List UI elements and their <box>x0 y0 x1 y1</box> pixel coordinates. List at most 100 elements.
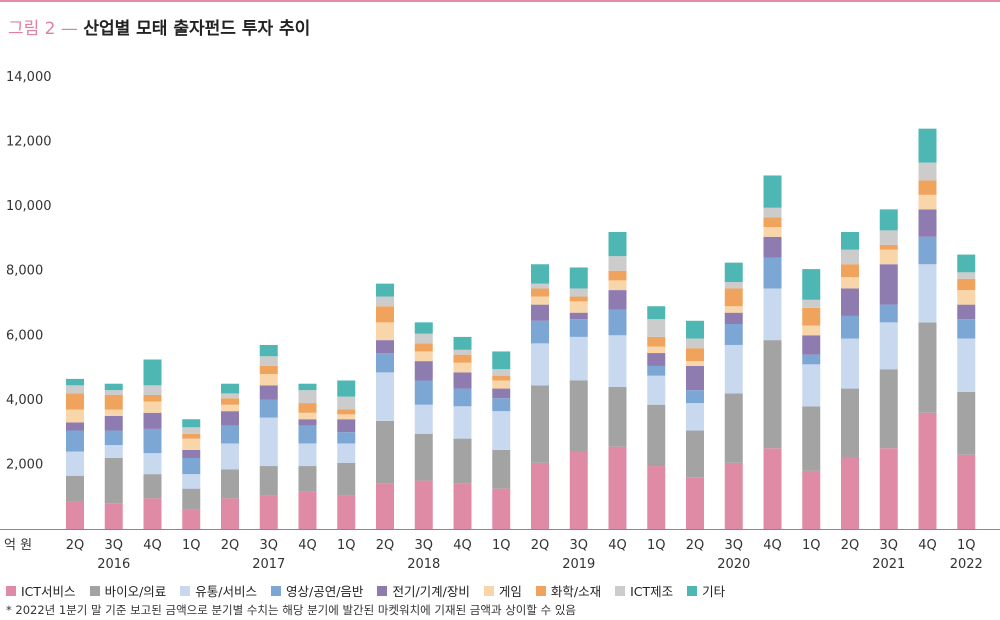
bar-segment <box>724 282 743 289</box>
bar-segment <box>608 280 627 291</box>
bar-segment <box>647 404 666 467</box>
bar-segment <box>802 325 821 336</box>
bar-segment <box>376 283 394 297</box>
bar-segment <box>608 386 627 447</box>
bar-segment <box>298 403 317 413</box>
bar-segment <box>453 406 472 439</box>
bar-segment <box>66 409 84 423</box>
legend-label: 유통/서비스 <box>195 584 257 599</box>
bar-segment <box>802 335 821 355</box>
y-tick-label: 14,000 <box>6 70 52 85</box>
bar-segment <box>66 393 84 410</box>
bar-segment <box>531 462 549 529</box>
bar-segment <box>686 403 704 431</box>
bar-segment <box>957 454 976 529</box>
bar-segment <box>569 267 588 289</box>
bar-segment <box>182 433 201 439</box>
bar-segment <box>337 432 356 444</box>
legend-item: 기타 <box>687 581 725 600</box>
bar-segment <box>608 256 627 271</box>
legend-item: ICT서비스 <box>6 581 76 600</box>
bar-segment <box>66 378 84 386</box>
bar-segment <box>104 416 123 431</box>
bar-segment <box>763 217 782 228</box>
legend-label: ICT제조 <box>630 584 674 599</box>
bar-segment <box>221 498 239 529</box>
x-tick-label: 1Q <box>337 538 356 553</box>
bar-segment <box>492 398 511 412</box>
bar-segment <box>531 283 549 289</box>
bar-segment <box>608 270 627 281</box>
bar-segment <box>531 304 549 321</box>
bar-segment <box>337 380 356 397</box>
bar-segment <box>918 412 937 529</box>
bar-segment <box>647 375 666 405</box>
bar-segment <box>104 457 123 504</box>
bar-segment <box>918 162 937 181</box>
bar-segment <box>569 296 588 302</box>
bar-segment <box>221 398 239 405</box>
x-tick-label: 4Q <box>608 538 627 553</box>
year-label: 2019 <box>562 557 595 572</box>
bar-segment <box>143 385 162 396</box>
bar-segment <box>724 462 743 529</box>
bar-segment <box>376 306 394 323</box>
bar-segment <box>259 466 278 496</box>
x-tick-label: 4Q <box>763 538 782 553</box>
bar-segment <box>763 448 782 529</box>
bar-segment <box>492 449 511 489</box>
bar-segment <box>763 288 782 341</box>
legend-swatch <box>483 585 494 596</box>
bar-segment <box>414 433 433 481</box>
bar-segment <box>298 412 317 420</box>
bar-segment <box>337 419 356 433</box>
bar-segment <box>221 443 239 470</box>
bar-segment <box>259 344 278 357</box>
bar-segment <box>957 391 976 455</box>
legend-swatch <box>180 585 191 596</box>
bar-segment <box>686 477 704 529</box>
bar-segment <box>376 372 394 421</box>
bar-segment <box>221 404 239 412</box>
bar-segment <box>841 249 859 265</box>
legend-swatch <box>377 585 388 596</box>
bar-segment <box>104 395 123 410</box>
bar-segment <box>182 488 201 510</box>
year-label: 2020 <box>717 557 750 572</box>
chart-title: 산업별 모태 출자펀드 투자 추이 <box>83 19 311 39</box>
bar-segment <box>763 175 782 208</box>
bar-segment <box>957 319 976 339</box>
bar-segment <box>879 304 898 323</box>
bar-segment <box>414 480 433 529</box>
bar-segment <box>802 269 821 300</box>
bar-segment <box>724 393 743 463</box>
year-label: 2021 <box>872 557 905 572</box>
x-tick-label: 4Q <box>298 538 317 553</box>
year-label: 2017 <box>252 557 285 572</box>
bar-segment <box>259 385 278 400</box>
x-tick-label: 2Q <box>531 538 550 553</box>
bar-segment <box>841 277 859 289</box>
legend-swatch <box>6 585 16 596</box>
x-tick-label: 4Q <box>918 538 937 553</box>
bar-segment <box>724 312 743 324</box>
bar-segment <box>531 264 549 284</box>
bar-segment <box>182 438 201 450</box>
bar-segment <box>802 354 821 365</box>
bar-segment <box>143 498 162 529</box>
year-label: 2022 <box>950 557 983 572</box>
bar-segment <box>492 411 511 450</box>
bar-segment <box>221 425 239 444</box>
bar-segment <box>376 322 394 341</box>
x-tick-label: 1Q <box>182 538 201 553</box>
x-tick-label: 1Q <box>647 538 666 553</box>
bar-segment <box>802 307 821 326</box>
bar-segment <box>143 453 162 475</box>
legend-label: 전기/기계/장비 <box>392 584 470 599</box>
bar-segment <box>298 419 317 426</box>
legend-item: 영상/공연/음반 <box>271 581 363 600</box>
bar-segment <box>376 483 394 529</box>
bar-segment <box>957 254 976 273</box>
bar-segment <box>66 385 84 394</box>
bar-segment <box>957 304 976 320</box>
